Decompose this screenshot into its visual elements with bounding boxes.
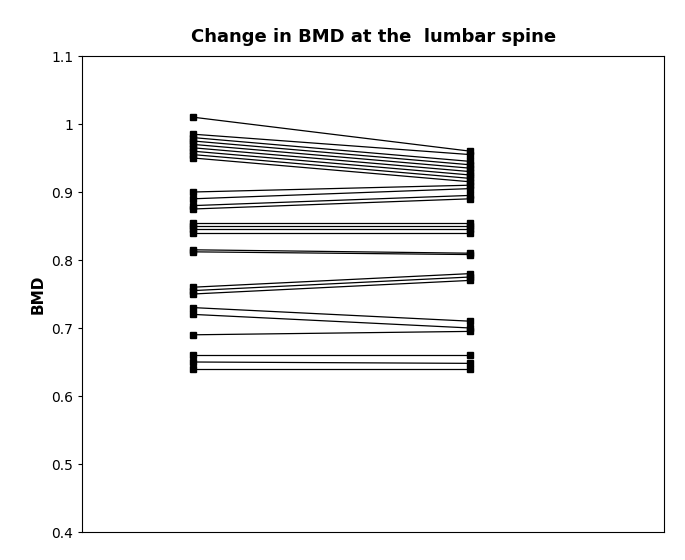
Title: Change in BMD at the  lumbar spine: Change in BMD at the lumbar spine	[190, 28, 556, 46]
Y-axis label: BMD: BMD	[31, 274, 45, 314]
